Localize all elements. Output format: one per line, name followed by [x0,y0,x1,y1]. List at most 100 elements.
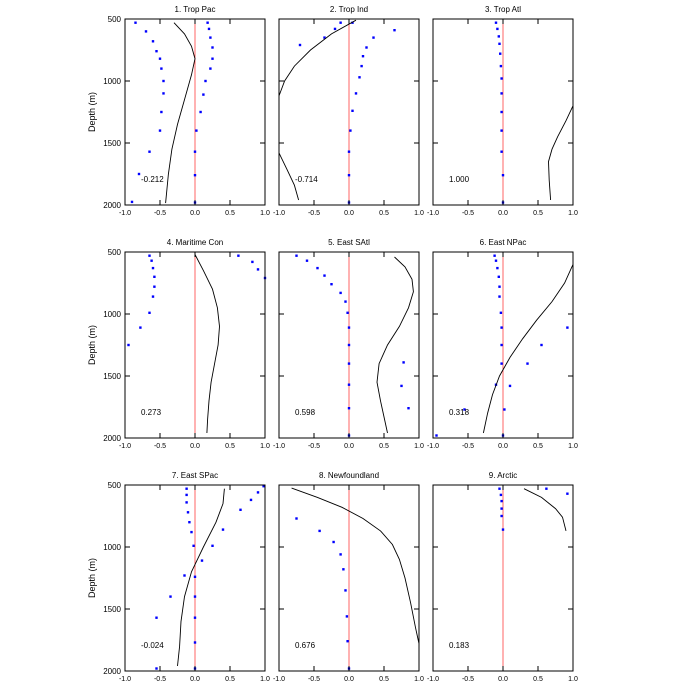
data-point [185,487,188,490]
data-point [185,493,188,497]
x-tick-label: 0.5 [225,210,235,217]
panel-title: 9. Arctic [489,471,517,480]
data-point [295,517,298,520]
data-point [151,266,155,270]
profile-curve [291,487,420,644]
data-point [158,57,162,60]
data-point [323,274,326,277]
y-tick-label: 1000 [103,77,121,86]
data-point [237,254,240,257]
data-point [358,76,361,79]
x-tick-label: -1.0 [119,443,131,450]
data-point [500,77,503,80]
data-point [202,93,205,96]
data-point [339,553,342,556]
data-point [323,36,326,39]
x-tick-label: -0.5 [154,443,166,450]
data-point [400,384,403,388]
data-point [344,300,347,303]
x-tick-label: 0.0 [190,443,200,450]
panel-title: 5. East SAtl [328,238,370,247]
x-tick-label: 0.0 [498,676,508,683]
x-tick-label: 0.5 [533,210,543,217]
data-point [134,21,137,24]
panel-9: -1.0 -0.5 0.0 0.5 1.0 9. Arctic 0.183 [427,471,578,683]
x-tick-label: -0.5 [154,210,166,217]
data-point [193,595,197,598]
panel-title: 1. Trop Pac [175,5,216,14]
x-tick-label: -0.5 [462,676,474,683]
x-tick-label: -0.5 [308,676,320,683]
data-point [262,485,265,488]
panel-value-label: 0.598 [295,408,316,417]
x-tick-label: 0.5 [379,443,389,450]
data-point [351,109,354,112]
data-point [209,67,212,70]
data-point [162,92,165,95]
data-point [347,383,351,386]
data-point [351,21,354,24]
data-point [127,343,130,347]
profile-curve [177,488,225,667]
data-point [499,493,503,497]
y-tick-label: 500 [108,481,122,490]
panel-title: 6. East NPac [480,238,527,247]
data-point [526,362,529,365]
y-tick-label: 2000 [103,667,121,676]
data-point [347,174,351,177]
data-point [188,521,191,524]
data-point [354,92,358,95]
data-point [211,544,214,547]
x-tick-label: -1.0 [273,676,285,683]
data-point [500,343,503,347]
x-tick-label: -0.5 [154,676,166,683]
data-point [500,499,503,503]
x-tick-label: 0.5 [225,443,235,450]
data-point [183,574,186,577]
data-point [256,268,260,271]
profile-curve [165,22,196,204]
data-point [207,27,211,31]
data-point [193,150,197,153]
panel-2: -1.0 -0.5 0.0 0.5 1.0 2. Trop Ind -0.714 [273,5,424,217]
data-point [144,30,148,33]
panel-title: 4. Maritime Con [167,238,223,247]
panel-title: 8. Newfoundland [319,471,379,480]
data-point [463,408,466,411]
data-point [153,285,156,288]
data-point [501,528,505,531]
y-tick-label: 1000 [103,310,121,319]
x-tick-label: -1.0 [119,676,131,683]
data-point [407,407,410,410]
data-point [199,110,202,114]
data-point [347,343,351,347]
data-point [347,150,351,153]
y-tick-label: 500 [108,248,122,257]
x-tick-label: 0.0 [190,210,200,217]
data-point [500,514,503,518]
data-point [221,528,225,531]
x-tick-label: -1.0 [427,443,439,450]
data-point [256,491,260,494]
data-point [139,326,142,329]
x-tick-label: 0.0 [190,676,200,683]
panel-title: 3. Trop Atl [485,5,521,14]
panel-value-label: -0.714 [295,175,318,184]
data-point [151,40,155,43]
data-point [200,559,204,562]
data-point [498,487,501,490]
data-point [402,361,405,364]
data-point [497,275,500,278]
data-point [158,129,162,132]
x-tick-label: 0.0 [498,443,508,450]
data-point [206,21,209,24]
profile-curve [482,264,574,434]
x-tick-label: 1.0 [568,210,578,217]
data-point [500,362,503,365]
data-point [347,407,351,410]
panel-8: -1.0 -0.5 0.0 0.5 1.0 8. Newfoundland 0.676 [273,471,424,683]
data-point [344,589,347,592]
panel-value-label: 0.273 [141,408,162,417]
x-tick-label: 0.5 [379,210,389,217]
y-tick-label: 2000 [103,201,121,210]
